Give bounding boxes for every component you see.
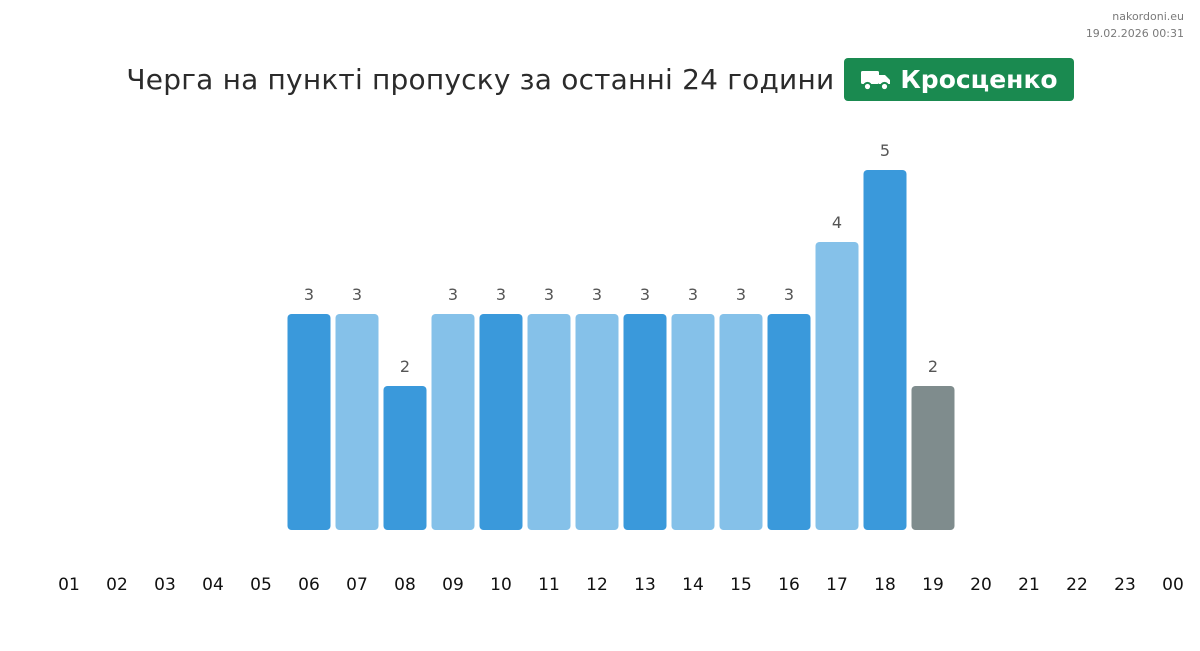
timestamp: 19.02.2026 00:31: [1085, 27, 1184, 40]
bar-value-label: 3: [688, 285, 698, 304]
x-tick-label: 02: [106, 575, 128, 595]
x-tick-label: 20: [970, 575, 992, 595]
bar-hour-16[interactable]: [767, 314, 811, 530]
bar-hour-18[interactable]: [863, 170, 907, 530]
bar-hour-17[interactable]: [815, 242, 859, 530]
x-tick-label: 13: [634, 575, 656, 595]
bar-hour-14[interactable]: [671, 314, 715, 530]
bar-hour-13[interactable]: [623, 314, 667, 530]
x-tick-label: 00: [1162, 575, 1184, 595]
x-tick-label: 01: [58, 575, 80, 595]
x-tick-label: 14: [682, 575, 704, 595]
x-tick-label: 05: [250, 575, 272, 595]
bar-value-label: 3: [352, 285, 362, 304]
page-header: Черга на пункті пропуску за останні 24 г…: [0, 58, 1200, 101]
bar-hour-07[interactable]: [335, 314, 379, 530]
x-tick-label: 19: [922, 575, 944, 595]
bar-value-label: 2: [400, 357, 410, 376]
bar-hour-06[interactable]: [287, 314, 331, 530]
bar-value-label: 3: [496, 285, 506, 304]
bar-value-label: 3: [736, 285, 746, 304]
bar-hour-08[interactable]: [383, 386, 427, 530]
x-tick-label: 15: [730, 575, 752, 595]
x-tick-label: 09: [442, 575, 464, 595]
checkpoint-badge[interactable]: Кросценко: [844, 58, 1074, 101]
x-tick-label: 16: [778, 575, 800, 595]
x-tick-label: 23: [1114, 575, 1136, 595]
truck-icon: [860, 68, 892, 92]
bar-value-label: 3: [640, 285, 650, 304]
x-tick-label: 18: [874, 575, 896, 595]
x-tick-label: 04: [202, 575, 224, 595]
bar-value-label: 3: [592, 285, 602, 304]
x-tick-label: 21: [1018, 575, 1040, 595]
checkpoint-name: Кросценко: [900, 65, 1058, 94]
x-tick-label: 22: [1066, 575, 1088, 595]
bar-value-label: 2: [928, 357, 938, 376]
x-tick-label: 07: [346, 575, 368, 595]
bar-value-label: 5: [880, 141, 890, 160]
bar-value-label: 3: [784, 285, 794, 304]
bar-value-label: 3: [448, 285, 458, 304]
page-title: Черга на пункті пропуску за останні 24 г…: [126, 63, 835, 96]
bar-hour-12[interactable]: [575, 314, 619, 530]
x-tick-label: 08: [394, 575, 416, 595]
bar-value-label: 3: [304, 285, 314, 304]
x-tick-label: 12: [586, 575, 608, 595]
bar-value-label: 4: [832, 213, 842, 232]
meta-info: nakordoni.eu 19.02.2026 00:31: [1086, 8, 1184, 42]
bar-hour-11[interactable]: [527, 314, 571, 530]
bar-hour-19[interactable]: [911, 386, 955, 530]
x-tick-label: 03: [154, 575, 176, 595]
bar-value-label: 3: [544, 285, 554, 304]
bar-hour-15[interactable]: [719, 314, 763, 530]
bar-hour-09[interactable]: [431, 314, 475, 530]
x-tick-label: 17: [826, 575, 848, 595]
bar-hour-10[interactable]: [479, 314, 523, 530]
x-tick-label: 11: [538, 575, 560, 595]
x-tick-label: 10: [490, 575, 512, 595]
site-name: nakordoni.eu: [1112, 10, 1184, 23]
x-tick-label: 06: [298, 575, 320, 595]
